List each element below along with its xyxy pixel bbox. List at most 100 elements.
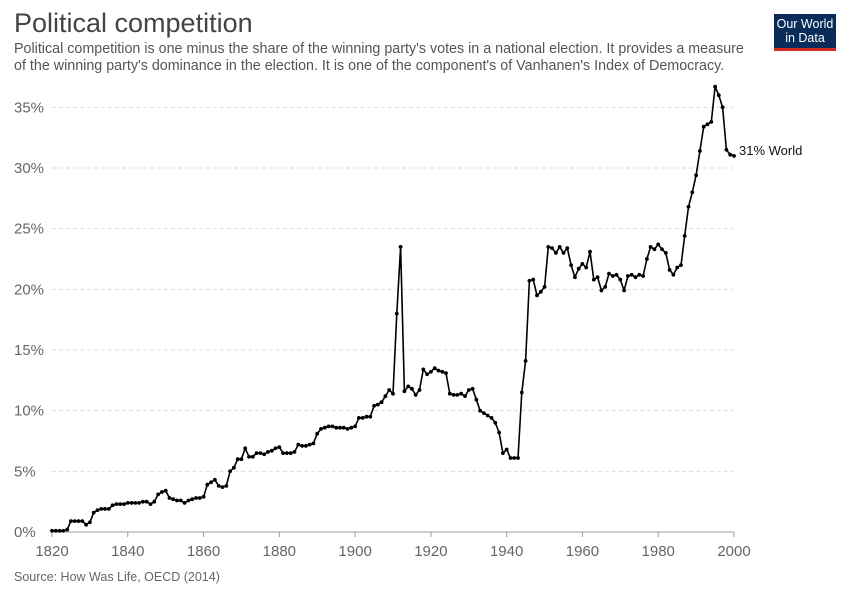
- data-point: [243, 446, 248, 451]
- x-tick-label: 2000: [717, 543, 750, 560]
- data-point: [554, 251, 558, 255]
- data-point: [349, 425, 354, 430]
- data-point: [357, 416, 361, 420]
- data-point: [603, 285, 608, 289]
- data-point: [205, 482, 210, 487]
- data-point: [527, 278, 532, 283]
- data-point: [705, 122, 710, 127]
- data-point: [372, 403, 376, 408]
- data-point: [557, 245, 562, 249]
- data-point: [410, 386, 414, 391]
- data-point: [137, 501, 142, 505]
- data-point: [512, 456, 517, 460]
- data-point: [429, 369, 433, 374]
- data-point: [421, 367, 426, 372]
- data-point: [576, 266, 581, 271]
- data-point: [133, 501, 138, 505]
- data-point: [682, 234, 687, 238]
- data-point: [266, 450, 270, 454]
- data-point: [391, 391, 395, 396]
- data-point: [519, 390, 524, 395]
- data-point: [610, 274, 615, 278]
- data-point: [258, 451, 263, 455]
- data-point: [671, 272, 676, 277]
- data-point: [444, 371, 448, 375]
- data-point: [69, 519, 73, 523]
- data-point: [538, 289, 543, 294]
- data-point: [686, 204, 691, 209]
- data-point: [413, 393, 418, 397]
- x-tick-label: 1820: [35, 543, 68, 560]
- data-point: [80, 519, 85, 523]
- data-point: [690, 190, 695, 195]
- data-point: [163, 488, 168, 493]
- data-point: [550, 246, 554, 251]
- y-axis-ticks: 0% 5% 10% 15% 20% 25% 30% 35%: [14, 99, 44, 541]
- x-tick-label: 1880: [263, 543, 296, 560]
- data-point: [232, 465, 236, 470]
- data-point: [629, 272, 634, 277]
- data-point: [660, 247, 664, 252]
- data-point: [144, 499, 149, 504]
- data-point: [216, 484, 221, 488]
- logo-line-1: Our World: [776, 17, 834, 31]
- data-point: [353, 424, 357, 429]
- data-point: [330, 424, 335, 429]
- data-point: [281, 451, 285, 455]
- data-point: [614, 272, 619, 277]
- chart-title: Political competition: [14, 8, 253, 38]
- y-tick-label: 25%: [14, 221, 44, 238]
- data-point: [546, 245, 551, 249]
- data-point: [698, 149, 702, 153]
- y-tick-label: 0%: [14, 524, 36, 541]
- data-point: [728, 152, 733, 157]
- data-point: [262, 452, 267, 457]
- data-point: [459, 391, 464, 396]
- data-point: [565, 246, 570, 251]
- data-point: [417, 388, 422, 392]
- data-point: [447, 391, 452, 396]
- data-point: [573, 275, 577, 280]
- data-point: [285, 451, 289, 455]
- data-point: [474, 397, 479, 402]
- data-point: [322, 425, 327, 430]
- y-tick-label: 15%: [14, 342, 44, 359]
- data-point: [129, 501, 134, 505]
- data-point: [716, 93, 721, 98]
- data-point: [273, 446, 278, 451]
- data-point: [580, 262, 585, 266]
- data-point: [485, 413, 490, 418]
- y-tick-label: 30%: [14, 160, 44, 177]
- data-point: [364, 414, 369, 419]
- data-point: [394, 311, 399, 316]
- series-world: [52, 85, 735, 532]
- data-point: [300, 444, 304, 448]
- data-point: [186, 498, 191, 503]
- data-point: [724, 147, 729, 152]
- data-point: [197, 496, 202, 500]
- data-point: [125, 501, 130, 505]
- data-point: [247, 454, 251, 459]
- data-point: [292, 450, 297, 454]
- source-note: Source: How Was Life, OECD (2014): [14, 570, 220, 584]
- owid-logo[interactable]: Our World in Data: [774, 14, 836, 51]
- data-point: [406, 384, 411, 389]
- data-point: [213, 477, 217, 482]
- data-point: [167, 496, 172, 500]
- data-points: [50, 84, 736, 533]
- data-point: [561, 251, 566, 255]
- data-point: [171, 497, 176, 502]
- data-point: [432, 366, 437, 371]
- data-point: [114, 502, 119, 506]
- data-point: [523, 359, 528, 363]
- series-end-label: 31% World: [739, 143, 802, 158]
- data-point: [194, 496, 198, 500]
- data-point: [338, 425, 342, 430]
- data-point: [254, 451, 259, 455]
- data-point: [57, 528, 62, 533]
- x-tick-label: 1840: [111, 543, 144, 560]
- data-point: [588, 249, 592, 254]
- data-point: [277, 445, 282, 449]
- data-point: [663, 251, 668, 255]
- data-point: [315, 431, 320, 436]
